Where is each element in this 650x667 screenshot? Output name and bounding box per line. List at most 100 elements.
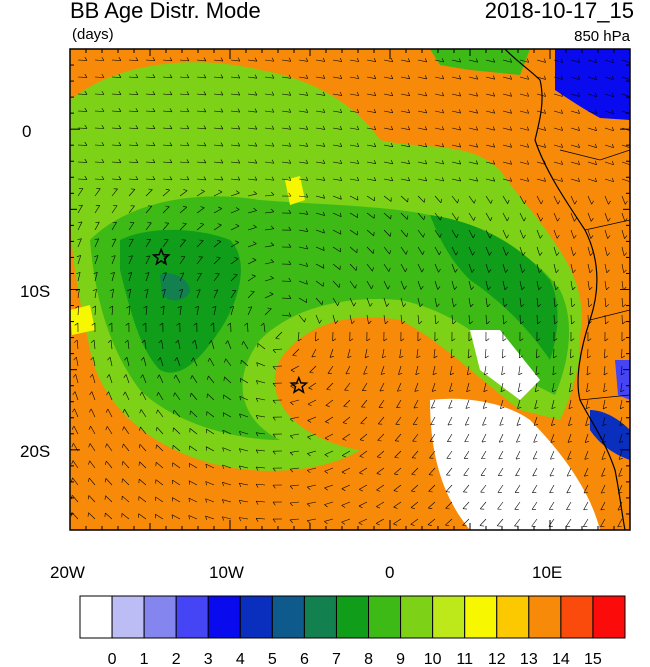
wind-barb-flag: [359, 455, 364, 458]
wind-barb-flag: [84, 107, 88, 112]
wind-barb: [553, 229, 558, 239]
wind-barb: [145, 110, 155, 113]
wind-barb-flag: [383, 338, 388, 342]
wind-barb-flag: [407, 160, 411, 164]
wind-barb: [179, 256, 186, 265]
wind-barb: [173, 410, 181, 418]
wind-barb: [205, 463, 215, 469]
wind-barb: [536, 161, 546, 165]
wind-barb-flag: [176, 322, 181, 326]
wind-barb-flag: [162, 272, 167, 274]
wind-barb: [179, 289, 184, 299]
wind-barb: [298, 110, 308, 113]
wind-barb: [468, 212, 474, 221]
wind-barb-flag: [624, 235, 628, 239]
wind-barb: [344, 382, 351, 391]
wind-barb: [502, 314, 504, 324]
colorbar-swatch: [432, 595, 466, 639]
colorbar-label: 7: [332, 651, 341, 667]
wind-barb-flag: [587, 338, 592, 342]
wind-barb: [621, 229, 625, 239]
wind-barb-flag: [414, 390, 419, 392]
wind-barb: [500, 399, 504, 409]
wind-barb-flag: [380, 373, 385, 375]
wind-barb-flag: [205, 515, 207, 520]
wind-barb-flag: [235, 223, 240, 227]
wind-barb-flag: [323, 264, 325, 269]
wind-barb: [332, 297, 338, 306]
wind-barb: [349, 76, 359, 79]
wind-barb: [109, 374, 113, 384]
wind-barb: [468, 93, 478, 97]
wind-barb: [196, 289, 201, 299]
wind-barb: [604, 229, 608, 239]
wind-barb: [485, 229, 491, 239]
wind-barb-flag: [578, 126, 580, 131]
wind-barb-flag: [506, 217, 510, 222]
wind-barb: [196, 256, 203, 265]
wind-barb: [463, 484, 470, 493]
wind-barb-flag: [385, 320, 389, 325]
wind-barb-flag: [567, 458, 572, 460]
wind-barb: [549, 467, 555, 477]
wind-barb: [570, 110, 580, 114]
wind-barb: [468, 161, 478, 165]
wind-barb-flag: [358, 505, 363, 509]
wind-barb-flag: [319, 319, 322, 324]
wind-barb-flag: [534, 424, 539, 426]
wind-barb-flag: [203, 57, 207, 62]
wind-barb: [297, 331, 300, 341]
wind-barb: [349, 110, 359, 113]
wind-barb-flag: [583, 492, 588, 494]
wind-barb: [341, 484, 351, 489]
wind-barb-flag: [552, 372, 557, 376]
wind-barb: [145, 255, 151, 265]
wind-barb: [586, 382, 589, 392]
wind-barb: [534, 382, 538, 392]
wind-barb-flag: [203, 176, 207, 181]
wind-barb: [587, 59, 597, 63]
wind-barb: [400, 246, 407, 255]
wind-barb: [140, 426, 147, 435]
wind-barb: [516, 433, 521, 443]
wind-barb: [307, 484, 317, 488]
wind-barb: [587, 297, 590, 307]
wind-barb-flag: [305, 227, 309, 232]
wind-barb: [77, 255, 82, 265]
wind-barb: [196, 144, 206, 147]
wind-barb: [366, 161, 376, 164]
wind-barb: [349, 59, 359, 62]
wind-barb-flag: [526, 109, 529, 114]
wind-barb: [604, 263, 608, 273]
wind-barb-flag: [561, 160, 563, 165]
wind-barb-flag: [522, 269, 526, 273]
wind-barb-flag: [561, 92, 563, 97]
wind-barb-flag: [620, 406, 624, 410]
wind-barb: [290, 399, 300, 403]
wind-barb: [502, 110, 512, 114]
wind-barb: [324, 484, 334, 489]
wind-barb: [264, 211, 274, 214]
wind-barb-flag: [373, 108, 377, 113]
wind-barb: [315, 178, 325, 181]
wind-barb: [143, 357, 147, 367]
wind-barb-flag: [590, 217, 594, 222]
wind-barb: [264, 278, 274, 282]
colorbar-swatch: [271, 595, 305, 639]
wind-barb: [434, 195, 442, 204]
wind-barb: [247, 144, 257, 147]
wind-barb: [125, 374, 130, 384]
wind-barb: [349, 314, 353, 324]
colorbar-label: 12: [488, 651, 506, 667]
wind-barb-flag: [455, 251, 459, 256]
wind-barb-flag: [305, 210, 309, 215]
colorbar-swatch: [464, 595, 498, 639]
wind-barb: [349, 161, 359, 164]
wind-barb-flag: [372, 249, 375, 254]
wind-barb-flag: [272, 417, 276, 421]
wind-barb: [174, 392, 181, 401]
wind-barb-flag: [356, 74, 360, 79]
wind-barb-flag: [572, 286, 576, 291]
wind-barb-flag: [75, 305, 79, 309]
wind-barb-flag: [432, 372, 437, 376]
